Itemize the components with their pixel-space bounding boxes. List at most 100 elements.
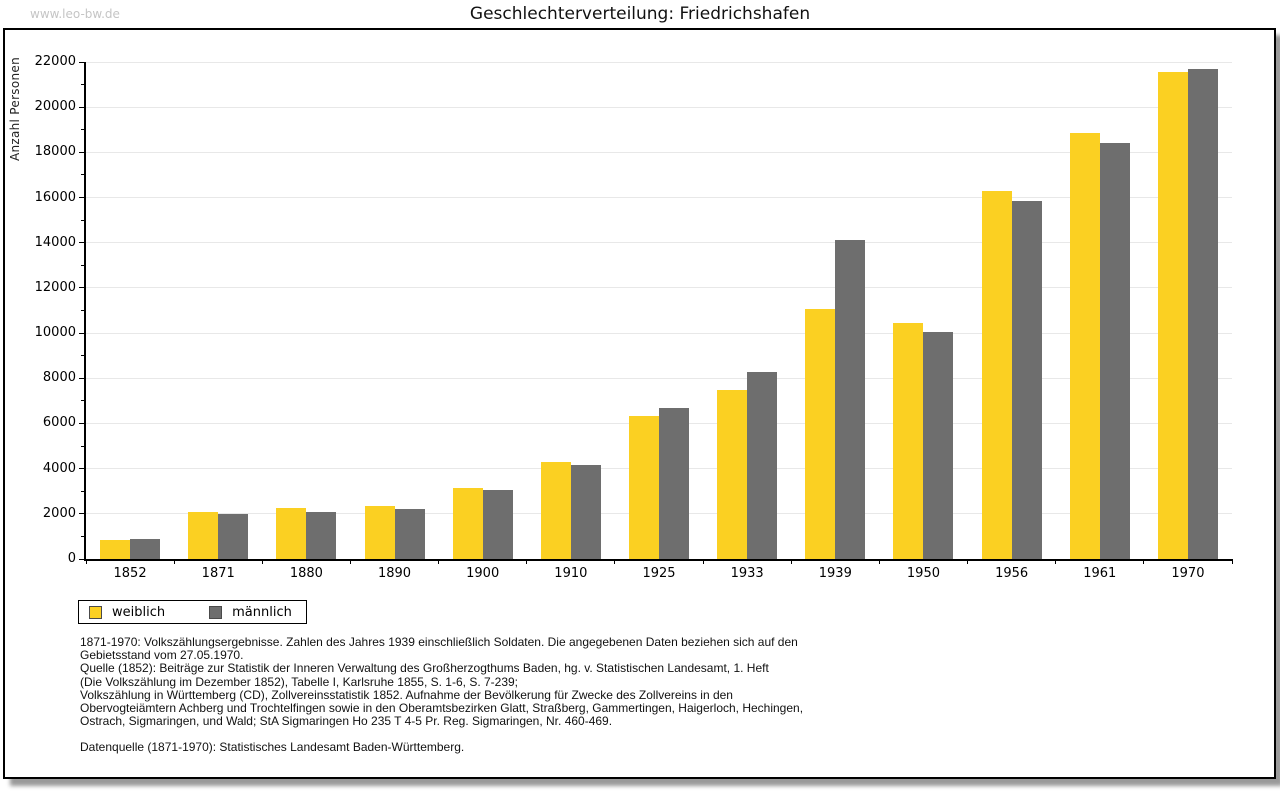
datasource-line: Datenquelle (1871-1970): Statistisches L… bbox=[80, 740, 465, 754]
y-tick-14000 bbox=[79, 242, 84, 244]
legend-item-weiblich: weiblich bbox=[89, 605, 165, 620]
bar-männlich-1890 bbox=[394, 509, 425, 559]
y-tick-7000 bbox=[81, 400, 84, 402]
x-tick-7 bbox=[702, 559, 704, 564]
bar-männlich-1956 bbox=[1011, 200, 1042, 559]
bar-weiblich-1956 bbox=[981, 190, 1012, 559]
bar-weiblich-1961 bbox=[1069, 133, 1100, 559]
x-tick-label-1933: 1933 bbox=[730, 566, 764, 581]
y-tick-9000 bbox=[81, 355, 84, 357]
bar-weiblich-1880 bbox=[276, 507, 307, 559]
bar-weiblich-1890 bbox=[364, 506, 395, 559]
gridline-22000 bbox=[86, 61, 1232, 63]
y-tick-2000 bbox=[79, 513, 84, 515]
x-tick-label-1871: 1871 bbox=[201, 566, 235, 581]
bar-weiblich-1910 bbox=[540, 461, 571, 559]
gridline-18000 bbox=[86, 151, 1232, 153]
y-tick-label-16000: 16000 bbox=[34, 189, 76, 205]
gridline-16000 bbox=[86, 197, 1232, 199]
bar-weiblich-1852 bbox=[100, 539, 131, 559]
bar-männlich-1925 bbox=[659, 408, 689, 559]
chart-title: Geschlechterverteilung: Friedrichshafen bbox=[469, 4, 811, 24]
bar-männlich-1880 bbox=[306, 512, 337, 559]
y-tick-label-6000: 6000 bbox=[42, 415, 76, 431]
bar-männlich-1950 bbox=[923, 331, 954, 559]
y-tick-1000 bbox=[81, 535, 84, 537]
y-tick-16000 bbox=[79, 197, 84, 199]
x-tick-2 bbox=[261, 559, 263, 564]
gridline-12000 bbox=[86, 287, 1232, 289]
y-tick-4000 bbox=[79, 468, 84, 470]
y-tick-13000 bbox=[81, 264, 84, 266]
x-tick-13 bbox=[1231, 559, 1233, 564]
y-tick-5000 bbox=[81, 445, 84, 447]
bar-weiblich-1900 bbox=[452, 487, 483, 559]
bar-männlich-1933 bbox=[747, 372, 778, 559]
x-tick-11 bbox=[1055, 559, 1057, 564]
y-tick-6000 bbox=[79, 422, 84, 424]
bar-männlich-1970 bbox=[1187, 69, 1218, 559]
bar-weiblich-1970 bbox=[1157, 71, 1188, 559]
bar-weiblich-1871 bbox=[188, 512, 219, 559]
bar-männlich-1871 bbox=[218, 513, 249, 559]
bar-männlich-1939 bbox=[835, 240, 866, 559]
bar-männlich-1961 bbox=[1099, 143, 1130, 559]
footnote-line-2: Gebietsstand vom 27.05.1970. bbox=[80, 648, 244, 663]
x-tick-label-1939: 1939 bbox=[818, 566, 852, 581]
y-tick-label-4000: 4000 bbox=[42, 460, 76, 476]
x-tick-6 bbox=[614, 559, 616, 564]
y-tick-label-0: 0 bbox=[67, 551, 76, 566]
x-tick-5 bbox=[526, 559, 528, 564]
footnote-line-6: Obervogteiämtern Achberg und Trochtelfin… bbox=[80, 701, 804, 716]
y-tick-12000 bbox=[79, 287, 84, 289]
y-tick-22000 bbox=[79, 61, 84, 63]
bar-weiblich-1933 bbox=[717, 390, 748, 559]
footnote-line-7: Ostrach, Sigmaringen, und Wald; StA Sigm… bbox=[80, 714, 613, 729]
y-tick-label-20000: 20000 bbox=[34, 99, 76, 115]
x-tick-label-1925: 1925 bbox=[642, 566, 676, 581]
gridline-14000 bbox=[86, 242, 1232, 244]
bar-weiblich-1939 bbox=[805, 309, 836, 559]
y-tick-21000 bbox=[81, 84, 84, 86]
y-tick-11000 bbox=[81, 310, 84, 311]
x-tick-10 bbox=[967, 559, 969, 564]
y-tick-17000 bbox=[81, 174, 84, 176]
x-tick-label-1880: 1880 bbox=[289, 566, 323, 581]
y-tick-label-12000: 12000 bbox=[34, 279, 76, 295]
bar-männlich-1852 bbox=[130, 538, 161, 559]
x-tick-3 bbox=[349, 559, 351, 564]
footnote-line-3: Quelle (1852): Beiträge zur Statistik de… bbox=[80, 661, 769, 676]
y-tick-20000 bbox=[79, 106, 84, 108]
x-tick-label-1950: 1950 bbox=[906, 566, 940, 581]
bar-männlich-1910 bbox=[570, 464, 601, 559]
footnotes-block: 1871-1970: Volkszählungsergebnisse. Zahl… bbox=[80, 635, 804, 729]
x-tick-label-1961: 1961 bbox=[1083, 566, 1117, 581]
x-tick-label-1890: 1890 bbox=[377, 566, 412, 581]
x-tick-4 bbox=[438, 559, 440, 564]
x-tick-12 bbox=[1143, 559, 1145, 564]
legend-box: weiblich männlich bbox=[78, 600, 307, 624]
x-tick-label-1852: 1852 bbox=[113, 566, 147, 581]
x-tick-label-1956: 1956 bbox=[995, 566, 1029, 581]
y-tick-8000 bbox=[79, 377, 84, 379]
maennlich-swatch-icon bbox=[209, 605, 223, 619]
y-tick-3000 bbox=[81, 490, 84, 492]
bar-weiblich-1925 bbox=[629, 415, 659, 559]
gridline-20000 bbox=[86, 106, 1232, 108]
y-tick-label-18000: 18000 bbox=[34, 144, 76, 160]
gridline-10000 bbox=[86, 332, 1232, 334]
gridline-8000 bbox=[86, 377, 1232, 379]
x-tick-9 bbox=[878, 559, 880, 564]
x-tick-label-1900: 1900 bbox=[466, 566, 500, 581]
bar-weiblich-1950 bbox=[893, 323, 924, 559]
y-tick-18000 bbox=[79, 151, 84, 153]
y-tick-label-8000: 8000 bbox=[42, 370, 76, 386]
y-tick-15000 bbox=[81, 219, 84, 221]
bar-männlich-1900 bbox=[482, 489, 513, 559]
legend-item-maennlich: männlich bbox=[209, 605, 292, 620]
weiblich-swatch-icon bbox=[89, 605, 102, 619]
legend-label-maennlich: männlich bbox=[232, 604, 292, 620]
watermark-text: www.leo-bw.de bbox=[30, 7, 120, 21]
x-tick-label-1970: 1970 bbox=[1171, 566, 1205, 581]
x-tick-8 bbox=[790, 559, 792, 564]
